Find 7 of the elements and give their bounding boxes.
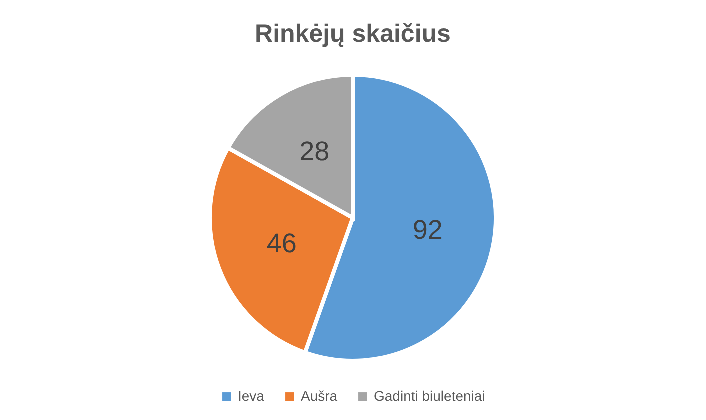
chart-title: Rinkėjų skaičius: [255, 20, 451, 48]
data-label: 46: [266, 228, 297, 259]
legend-label: Gadinti biuleteniai: [374, 388, 486, 404]
legend-label: Ieva: [238, 388, 265, 404]
legend-label: Aušra: [301, 388, 338, 404]
data-label: 28: [300, 136, 330, 166]
data-label: 92: [412, 214, 443, 245]
